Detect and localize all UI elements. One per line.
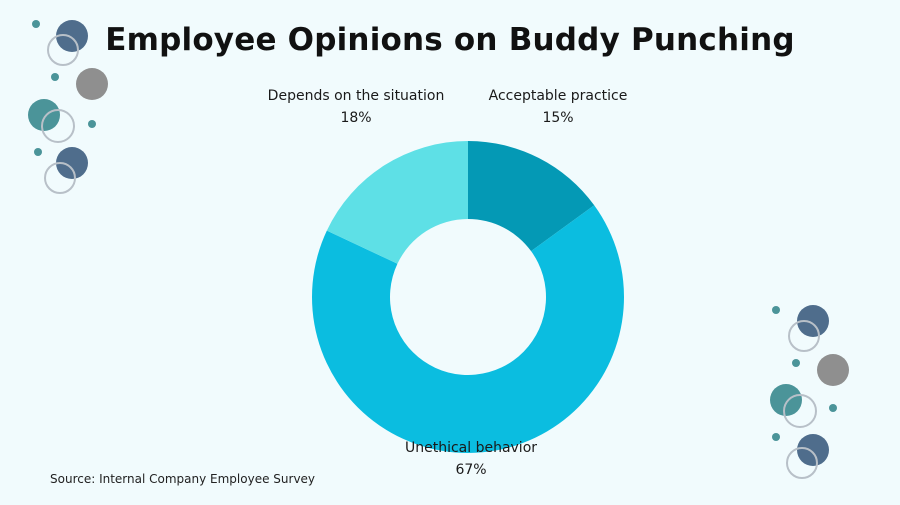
slice-value-label: 18% (340, 110, 371, 126)
decor-circle (817, 354, 849, 386)
decor-circle (797, 305, 829, 337)
decor-ring (41, 109, 75, 143)
decor-dot (88, 120, 96, 128)
slice-label: Acceptable practice (489, 88, 628, 104)
decor-circle (770, 384, 802, 416)
slice-label: Depends on the situation (268, 88, 445, 104)
donut-slice-depends-on-the-situation (326, 141, 468, 264)
decor-ring (788, 320, 820, 352)
slice-label: Unethical behavior (405, 440, 537, 456)
decor-dot (772, 306, 780, 314)
decor-ring (47, 34, 79, 66)
slice-value-label: 15% (542, 110, 573, 126)
chart-title: Employee Opinions on Buddy Punching (105, 22, 795, 58)
decor-right (770, 305, 849, 479)
decor-dot (32, 20, 40, 28)
decor-dot (34, 148, 42, 156)
decor-ring (786, 447, 818, 479)
decor-circle (76, 68, 108, 100)
decor-dot (51, 73, 59, 81)
decor-ring (44, 162, 76, 194)
source-note: Source: Internal Company Employee Survey (50, 472, 316, 486)
decor-ring (783, 394, 817, 428)
decor-dot (772, 433, 780, 441)
decor-circle (56, 147, 88, 179)
slice-value-label: 67% (455, 462, 486, 478)
donut-slice-unethical-behavior (312, 205, 625, 454)
decor-circle (56, 20, 88, 52)
donut-slice-acceptable-practice (468, 141, 595, 252)
decor-circle (28, 99, 60, 131)
decor-dot (829, 404, 837, 412)
decor-circle (797, 434, 829, 466)
decor-dot (792, 359, 800, 367)
decor-left (28, 20, 108, 194)
